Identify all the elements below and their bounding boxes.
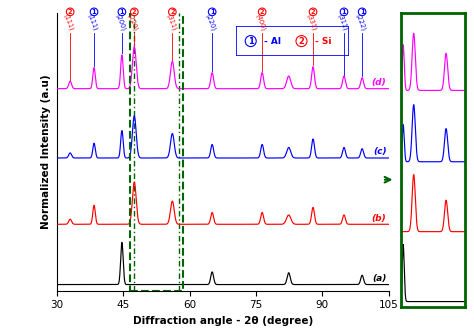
Text: 2: 2 bbox=[311, 9, 315, 15]
Text: 2: 2 bbox=[170, 9, 174, 15]
Text: (200): (200) bbox=[114, 13, 127, 32]
Text: (220): (220) bbox=[127, 13, 139, 32]
Y-axis label: Normalized Intensity (a.u): Normalized Intensity (a.u) bbox=[41, 75, 51, 229]
Bar bbox=[130, 10, 183, 291]
Text: (331): (331) bbox=[306, 13, 318, 32]
Text: 1: 1 bbox=[210, 9, 214, 15]
Text: 1: 1 bbox=[360, 9, 365, 15]
Text: (222): (222) bbox=[355, 13, 367, 32]
Text: (111): (111) bbox=[63, 13, 75, 32]
Text: (d): (d) bbox=[372, 78, 386, 87]
Text: (111): (111) bbox=[87, 13, 99, 32]
Text: (311): (311) bbox=[337, 13, 349, 32]
Text: (c): (c) bbox=[373, 148, 386, 157]
Text: (311): (311) bbox=[165, 13, 177, 32]
Text: 2: 2 bbox=[132, 9, 137, 15]
Text: (220): (220) bbox=[205, 13, 217, 32]
Text: (400): (400) bbox=[255, 13, 267, 32]
X-axis label: Diffraction angle - 2θ (degree): Diffraction angle - 2θ (degree) bbox=[133, 316, 313, 326]
Text: 1: 1 bbox=[342, 9, 346, 15]
Text: 1: 1 bbox=[92, 9, 96, 15]
Text: (b): (b) bbox=[372, 214, 386, 223]
Text: 1: 1 bbox=[119, 9, 124, 15]
Text: 2: 2 bbox=[68, 9, 73, 15]
Text: 2: 2 bbox=[260, 9, 264, 15]
Text: (a): (a) bbox=[372, 274, 386, 283]
